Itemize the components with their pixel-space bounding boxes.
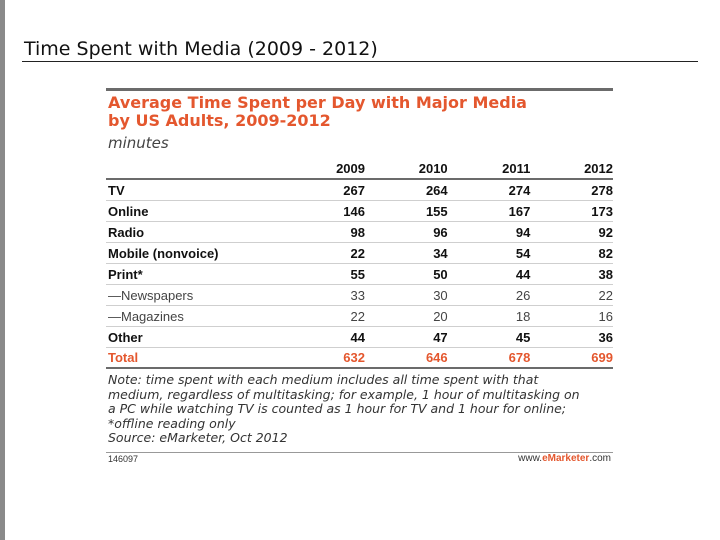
row-label: Other [108, 329, 143, 345]
table-cell: 167 [508, 203, 531, 219]
table-cell: 44 [515, 266, 531, 282]
table-row: —Magazines 22 20 18 16 [106, 306, 613, 327]
table-row: Mobile (nonvoice) 22 34 54 82 [106, 243, 613, 264]
table-cell: 34 [433, 245, 448, 261]
column-header: 2011 [502, 160, 531, 176]
table-cell: 92 [598, 224, 613, 240]
table-cell: 94 [515, 224, 531, 240]
table-row: Print* 55 50 44 38 [106, 264, 613, 285]
note-line: *offline reading only [108, 415, 236, 431]
brand-url: www.eMarketer.com [518, 453, 611, 464]
table-cell: 22 [598, 287, 613, 303]
chart-heading-line-2: by US Adults, 2009-2012 [108, 111, 331, 130]
table-cell: 678 [508, 350, 531, 365]
table-cell: 98 [350, 224, 365, 240]
title-underline [22, 61, 698, 62]
table-cell: 699 [591, 350, 613, 365]
table-cell: 155 [425, 203, 448, 219]
brand-suffix: .com [589, 453, 611, 464]
table-cell: 264 [425, 182, 448, 198]
table-cell: 36 [598, 329, 613, 345]
table-cell: 55 [350, 266, 365, 282]
table-cell: 96 [433, 224, 448, 240]
chart-note: Note: time spent with each medium includ… [108, 372, 608, 446]
table-row: Online 146 155 167 173 [106, 201, 613, 222]
table-row: Other 44 47 45 36 [106, 327, 613, 348]
row-label: TV [108, 182, 125, 198]
footer-rule [106, 452, 613, 453]
row-label: Mobile (nonvoice) [108, 245, 219, 261]
chart-unit: minutes [108, 134, 169, 152]
table-cell: 267 [343, 182, 365, 198]
row-label: —Magazines [108, 308, 184, 324]
chart-id: 146097 [108, 454, 139, 464]
table-cell: 22 [350, 245, 365, 261]
column-header: 2009 [336, 160, 365, 176]
table-row: TV 267 264 274 278 [106, 180, 613, 201]
chart-top-rule [106, 88, 613, 91]
table-cell: 33 [350, 287, 365, 303]
column-header: 2012 [584, 160, 613, 176]
note-line: a PC while watching TV is counted as 1 h… [108, 401, 567, 416]
table-cell: 646 [425, 350, 448, 365]
table-cell: 146 [343, 203, 365, 219]
table-cell: 50 [433, 266, 448, 282]
table-total-row: Total 632 646 678 699 [106, 348, 613, 369]
table-cell: 18 [515, 308, 531, 324]
table-cell: 26 [515, 287, 531, 303]
row-label: Total [108, 350, 139, 365]
table-cell: 30 [433, 287, 448, 303]
row-label: Online [108, 203, 149, 219]
table-cell: 16 [598, 308, 613, 324]
table-cell: 47 [433, 329, 448, 345]
note-line: Note: time spent with each medium includ… [108, 372, 539, 387]
row-label: —Newspapers [108, 287, 194, 303]
table-cell: 173 [591, 203, 613, 219]
brand-prefix: www. [518, 453, 543, 464]
table-cell: 278 [591, 182, 613, 198]
data-table: 2009 2010 2011 2012 TV 267 264 274 278 O… [106, 158, 613, 369]
table-cell: 20 [433, 308, 448, 324]
table-row: —Newspapers 33 30 26 22 [106, 285, 613, 306]
brand-name: eMarketer [542, 453, 590, 464]
table-row: Radio 98 96 94 92 [106, 222, 613, 243]
media-time-chart: Average Time Spent per Day with Major Me… [106, 88, 613, 466]
slide-title: Time Spent with Media (2009 - 2012) [24, 38, 378, 60]
note-line: medium, regardless of multitasking; for … [108, 386, 580, 402]
chart-heading-line-1: Average Time Spent per Day with Major Me… [108, 93, 527, 112]
table-cell: 45 [515, 329, 531, 345]
slide-left-bar [0, 0, 5, 540]
table-header-row: 2009 2010 2011 2012 [106, 158, 613, 180]
table-cell: 44 [350, 329, 365, 345]
table-cell: 632 [343, 350, 365, 365]
table-cell: 82 [598, 245, 613, 261]
table-cell: 38 [598, 266, 613, 282]
table-cell: 22 [350, 308, 365, 324]
column-header: 2010 [418, 160, 448, 176]
source-line: Source: eMarketer, Oct 2012 [108, 430, 288, 445]
chart-heading: Average Time Spent per Day with Major Me… [108, 94, 527, 130]
row-label: Print* [108, 266, 143, 282]
table-cell: 274 [508, 182, 531, 198]
row-label: Radio [108, 224, 145, 240]
table-cell: 54 [515, 245, 531, 261]
